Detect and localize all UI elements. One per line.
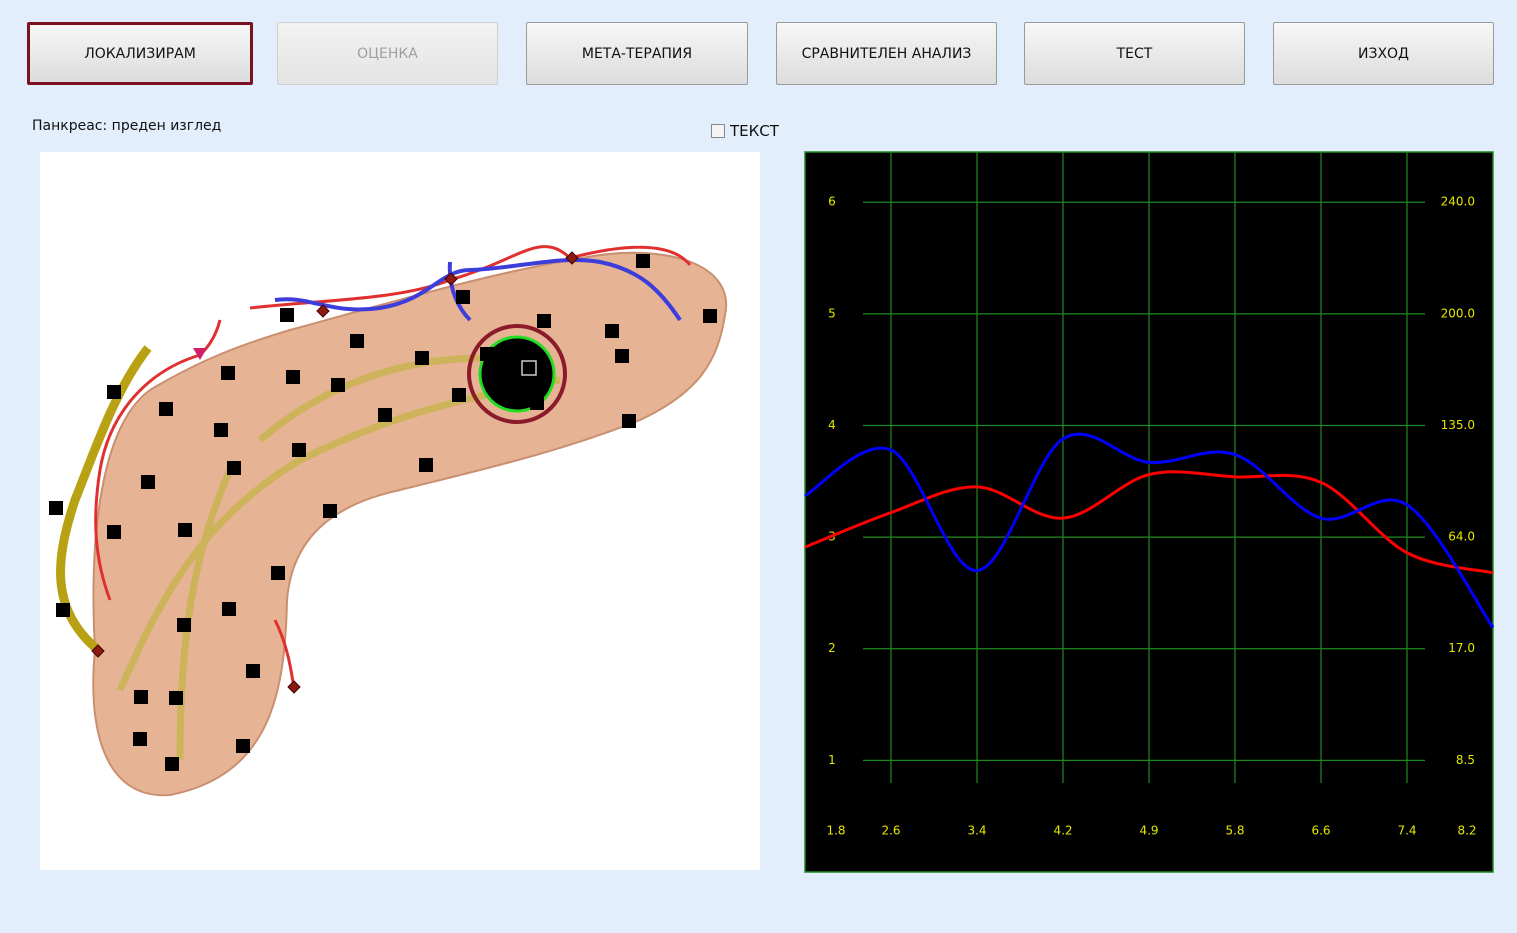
point-marker (331, 378, 345, 392)
y-tick-label: 4 (828, 418, 836, 432)
point-marker (286, 370, 300, 384)
y-tick-label: 5 (828, 306, 836, 320)
point-marker (622, 414, 636, 428)
point-marker (415, 351, 429, 365)
point-marker (133, 732, 147, 746)
vein (274, 258, 682, 322)
point-marker (227, 461, 241, 475)
button[interactable]: ТЕСТ (1024, 22, 1245, 85)
view-label: Панкреас: преден изглед (32, 118, 222, 134)
button[interactable]: СРАВНИТЕЛЕН АНАЛИЗ (776, 22, 997, 85)
point-marker (177, 618, 191, 632)
y-tick-label: 2 (828, 641, 836, 655)
point-marker (271, 566, 285, 580)
point-marker (169, 691, 183, 705)
point-marker (221, 366, 235, 380)
point-marker (452, 388, 466, 402)
point-marker (419, 458, 433, 472)
point-marker (107, 385, 121, 399)
point-marker (141, 475, 155, 489)
point-marker (165, 757, 179, 771)
artery (94, 245, 692, 688)
y2-tick-label: 17.0 (1448, 641, 1475, 655)
x-tick-label: 2.6 (881, 824, 900, 838)
point-marker (236, 739, 250, 753)
marker (193, 348, 207, 360)
point-marker (703, 309, 717, 323)
organ-view (40, 152, 760, 870)
diamond-marker (316, 304, 330, 318)
point-marker (605, 324, 619, 338)
point-marker (636, 254, 650, 268)
point-marker (350, 334, 364, 348)
y-tick-label: 1 (828, 753, 836, 767)
point-marker (456, 290, 470, 304)
y2-tick-label: 240.0 (1441, 195, 1475, 209)
x-tick-label: 1.8 (826, 824, 845, 838)
x-tick-label: 7.4 (1397, 824, 1416, 838)
y2-tick-label: 200.0 (1441, 306, 1475, 320)
checkbox[interactable] (711, 124, 725, 138)
point-marker (521, 360, 537, 376)
point-marker (134, 690, 148, 704)
button[interactable]: ОЦЕНКА (277, 22, 498, 85)
diamond-marker (444, 272, 458, 286)
y2-tick-label: 135.0 (1441, 418, 1475, 432)
point-marker (480, 347, 494, 361)
x-tick-label: 5.8 (1225, 824, 1244, 838)
x-tick-label: 4.2 (1053, 824, 1072, 838)
x-tick-label: 8.2 (1457, 824, 1476, 838)
point-marker (222, 602, 236, 616)
point-marker (49, 501, 63, 515)
point-marker (530, 396, 544, 410)
point-marker (537, 314, 551, 328)
point-marker (159, 402, 173, 416)
y2-tick-label: 64.0 (1448, 530, 1475, 544)
point-marker (56, 603, 70, 617)
diamond-marker (565, 251, 579, 265)
point-marker (178, 523, 192, 537)
button[interactable]: МЕТА-ТЕРАПИЯ (526, 22, 748, 85)
focus-point (478, 335, 556, 413)
x-tick-label: 3.4 (967, 824, 986, 838)
series-line (804, 432, 1495, 629)
x-tick-label: 6.6 (1311, 824, 1330, 838)
point-marker (615, 349, 629, 363)
series-line (804, 470, 1494, 575)
y2-tick-label: 8.5 (1456, 753, 1475, 767)
focus-ring (467, 324, 567, 424)
checkbox-label[interactable]: ТЕКСТ (730, 122, 779, 140)
y-tick-label: 6 (828, 195, 836, 209)
point-marker (280, 308, 294, 322)
point-marker (323, 504, 337, 518)
point-marker (214, 423, 228, 437)
point-marker (378, 408, 392, 422)
x-tick-label: 4.9 (1139, 824, 1158, 838)
diamond-marker (287, 680, 301, 694)
button[interactable]: ИЗХОД (1273, 22, 1494, 85)
diamond-marker (91, 644, 105, 658)
point-marker (292, 443, 306, 457)
button[interactable]: ЛОКАЛИЗИРАМ (27, 22, 253, 85)
point-marker (246, 664, 260, 678)
point-marker (107, 525, 121, 539)
